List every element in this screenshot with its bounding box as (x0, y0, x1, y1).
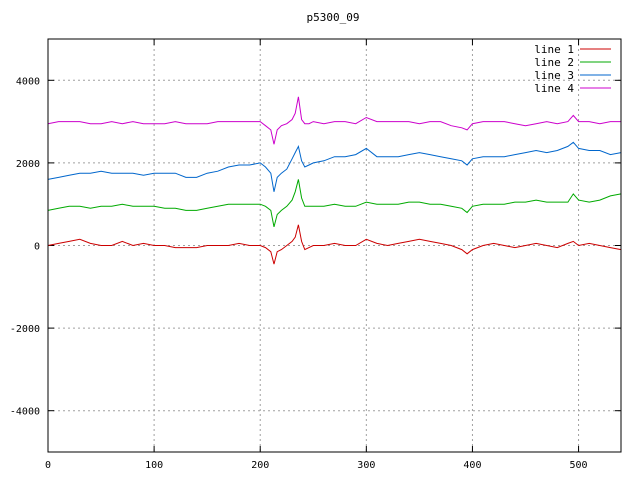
x-tick-label: 200 (251, 460, 269, 471)
y-tick-label: -4000 (10, 407, 40, 418)
y-tick-label: 2000 (16, 159, 40, 170)
legend-label-4: line 4 (534, 82, 574, 95)
series-line-3 (47, 141, 622, 192)
chart-title: p5300_09 (307, 11, 360, 24)
x-tick-label: 400 (463, 460, 481, 471)
series-line-4 (47, 96, 621, 145)
series-group (47, 96, 622, 265)
x-tick-label: 100 (145, 460, 163, 471)
legend-label-2: line 2 (534, 56, 574, 69)
x-tick-label: 500 (570, 460, 588, 471)
x-tick-label: 0 (45, 460, 51, 471)
legend-label-1: line 1 (534, 43, 574, 56)
plot-frame (47, 38, 622, 453)
axis-ticks: 0 100 200 300 400 500 -4000 -2000 0 2000 4000 (10, 39, 621, 471)
series-line-1 (47, 224, 622, 265)
series-line-2 (47, 179, 622, 228)
y-tick-label: 4000 (16, 76, 40, 87)
y-tick-label: -2000 (10, 324, 40, 335)
legend-label-3: line 3 (534, 69, 574, 82)
y-tick-label: 0 (34, 242, 40, 253)
x-tick-label: 300 (357, 460, 375, 471)
